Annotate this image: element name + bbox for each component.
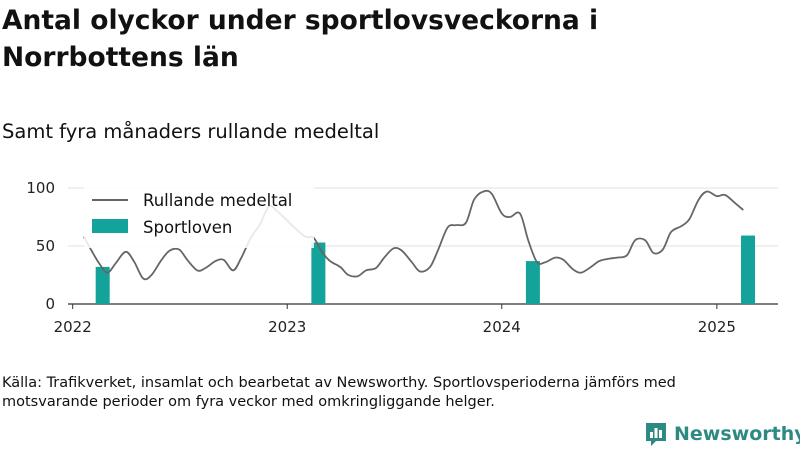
bar-sportlov (311, 242, 326, 304)
legend-background (84, 186, 314, 248)
chart-area: 0 50 100 2022 2023 2024 2025 Rullande medeltal… (26, 179, 778, 336)
y-tick-label: 0 (45, 295, 55, 313)
y-tick-label: 100 (26, 179, 55, 197)
line-layer (83, 189, 744, 281)
x-tick-label: 2025 (698, 318, 736, 336)
legend-bar-label: Sportloven (143, 218, 232, 237)
brand-name: Newsworthy (674, 423, 800, 445)
brand-logo: Newsworthy (644, 420, 800, 448)
bar-sportlov (95, 266, 110, 304)
x-tick-label: 2024 (483, 318, 521, 336)
y-tick-label: 50 (36, 237, 55, 255)
legend-line-label: Rullande medeltal (143, 191, 292, 210)
chart-subtitle: Samt fyra månaders rullande medeltal (2, 120, 380, 143)
bar-layer (95, 235, 756, 304)
axis-layer: 0 50 100 2022 2023 2024 2025 (26, 179, 778, 336)
chart-title: Antal olyckor under sportlovsveckorna i … (2, 5, 599, 73)
rolling-average-line (83, 189, 744, 281)
legend-bar-swatch (92, 219, 128, 233)
x-tick-label: 2023 (268, 318, 306, 336)
bar-sportlov (741, 235, 756, 304)
bar-chart-logo-icon (646, 423, 666, 446)
bar-sportlov (525, 261, 540, 304)
legend: Rullande medeltal Sportloven (84, 186, 314, 248)
source-note: Källa: Trafikverket, insamlat och bearbe… (2, 375, 676, 410)
x-tick-label: 2022 (54, 318, 92, 336)
